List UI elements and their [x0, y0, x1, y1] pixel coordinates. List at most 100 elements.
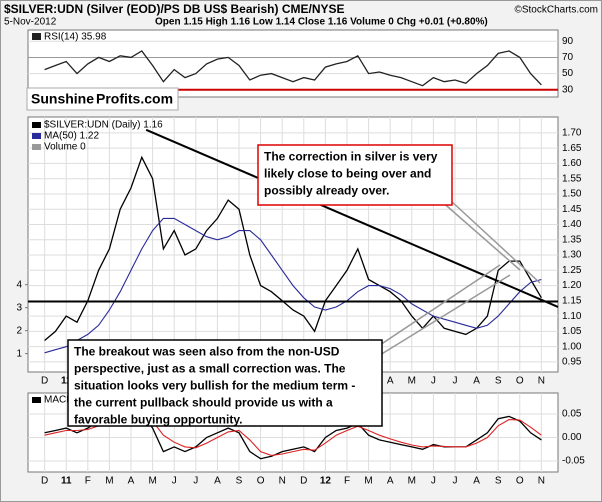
- y-tick-label: 1.10: [562, 311, 582, 322]
- pointer-line: [449, 199, 541, 284]
- pointer-line: [439, 199, 521, 271]
- y-tick-label: 90: [562, 36, 574, 47]
- x-tick-label: A: [387, 376, 394, 387]
- chart-subtitle: 5-Nov-2012: [4, 17, 57, 28]
- annotation-line: The correction in silver is very: [264, 150, 438, 164]
- legend-swatch: [32, 397, 41, 403]
- source: ©StockCharts.com: [514, 5, 598, 16]
- x-tick-label: M: [148, 476, 156, 487]
- legend-entry: RSI(14) 35.98: [44, 32, 107, 43]
- annotation-line: favorable buying opportunity.: [74, 413, 242, 427]
- y-tick-label: 1.50: [562, 189, 582, 200]
- y-tick-label: 1.65: [562, 143, 582, 154]
- annotation-line: likely close to being over and: [264, 167, 431, 181]
- y-tick-label: 30: [562, 84, 574, 95]
- x-tick-label: 11: [61, 476, 72, 487]
- x-tick-label: 11: [61, 376, 72, 387]
- x-tick-label: S: [236, 476, 243, 487]
- x-tick-label: J: [452, 476, 457, 487]
- y-tick-label: 1.30: [562, 250, 582, 261]
- x-tick-label: A: [387, 476, 394, 487]
- y-tick-label: 1.45: [562, 204, 582, 215]
- y-tick-label: 50: [562, 68, 574, 79]
- pointer-line: [379, 264, 501, 346]
- annotation-box: [67, 339, 383, 427]
- x-tick-label: J: [172, 476, 177, 487]
- y2-tick-label: 3: [16, 302, 22, 313]
- logo-box: [26, 87, 179, 111]
- y-tick-label: 1.15: [562, 295, 582, 306]
- x-tick-label: D: [41, 376, 48, 387]
- legend-swatch: [32, 133, 41, 139]
- x-tick-label: D: [300, 476, 307, 487]
- x-tick-label: M: [364, 476, 372, 487]
- y-tick-label: 1.20: [562, 280, 582, 291]
- series-line: [44, 217, 542, 354]
- logo-part: Profits.com: [96, 91, 173, 107]
- y-tick-label: 70: [562, 52, 574, 63]
- x-tick-label: A: [128, 476, 135, 487]
- y-tick-label: 1.00: [562, 341, 582, 352]
- y-tick-label: 1.05: [562, 326, 582, 337]
- trend-line: [145, 128, 559, 308]
- y2-tick-label: 2: [16, 325, 22, 336]
- legend-entry: MACD: [44, 395, 73, 406]
- annotation: The correction in silver is very likely c…: [264, 150, 438, 198]
- quote-info: Open 1.15 High 1.16 Low 1.14 Close 1.16 …: [155, 17, 488, 28]
- x-tick-label: O: [516, 376, 524, 387]
- annotation-box: [257, 144, 453, 206]
- y-tick-label: 0.00: [562, 432, 582, 443]
- series-line: [44, 155, 542, 341]
- annotation-line: situation looks very bullish for the med…: [74, 379, 355, 393]
- x-tick-label: N: [279, 476, 286, 487]
- legend-entry: Volume 0: [44, 142, 86, 153]
- annotation-line: perspective, just as a small correction …: [74, 362, 346, 376]
- x-tick-label: A: [473, 376, 480, 387]
- x-tick-label: J: [193, 476, 198, 487]
- y-tick-label: 1.60: [562, 158, 582, 169]
- legend-swatch: [32, 144, 41, 150]
- x-tick-label: A: [214, 476, 221, 487]
- y-tick-label: 1.25: [562, 265, 582, 276]
- legend-entry: MA(50) 1.22: [44, 131, 99, 142]
- y-tick-label: 1.40: [562, 219, 582, 230]
- y-tick-label: 1.70: [562, 128, 582, 139]
- annotation: The breakout was seen also from the non-…: [74, 345, 355, 427]
- x-tick-label: F: [85, 476, 91, 487]
- logo-part: Sunshine: [31, 91, 94, 107]
- annotation-line: The breakout was seen also from the non-…: [74, 345, 340, 359]
- y-tick-label: 0.05: [562, 409, 582, 420]
- x-tick-label: D: [41, 476, 48, 487]
- x-tick-label: 12: [320, 476, 332, 487]
- y-tick-label: 1.55: [562, 173, 582, 184]
- x-tick-label: M: [105, 476, 113, 487]
- legend-swatch: [32, 33, 41, 40]
- x-tick-label: S: [495, 476, 502, 487]
- x-tick-label: J: [431, 376, 436, 387]
- x-tick-label: A: [473, 476, 480, 487]
- x-tick-label: J: [452, 376, 457, 387]
- x-tick-label: S: [495, 376, 502, 387]
- y-tick-label: -0.05: [562, 456, 585, 467]
- y-tick-label: 1.35: [562, 234, 582, 245]
- x-tick-label: O: [516, 476, 524, 487]
- chart-title: $SILVER:UDN (Silver (EOD)/PS DB US$ Bear…: [4, 2, 345, 16]
- y2-tick-label: 1: [16, 348, 22, 359]
- y-tick-label: 0.95: [562, 357, 582, 368]
- legend-entry: $SILVER:UDN (Daily) 1.16: [44, 120, 163, 131]
- annotation-line: the current pullback should provide us w…: [74, 396, 333, 410]
- x-tick-label: O: [257, 476, 265, 487]
- x-tick-label: F: [344, 476, 350, 487]
- plot-area: [27, 29, 559, 98]
- x-tick-label: N: [538, 376, 545, 387]
- legend-swatch: [32, 122, 41, 128]
- series-line: [44, 50, 542, 87]
- pointer-line: [379, 274, 511, 356]
- x-tick-label: M: [408, 476, 416, 487]
- annotation-line: possibly already over.: [264, 184, 389, 198]
- x-tick-label: M: [408, 376, 416, 387]
- x-tick-label: J: [431, 476, 436, 487]
- y2-tick-label: 4: [16, 279, 22, 290]
- x-tick-label: N: [538, 476, 545, 487]
